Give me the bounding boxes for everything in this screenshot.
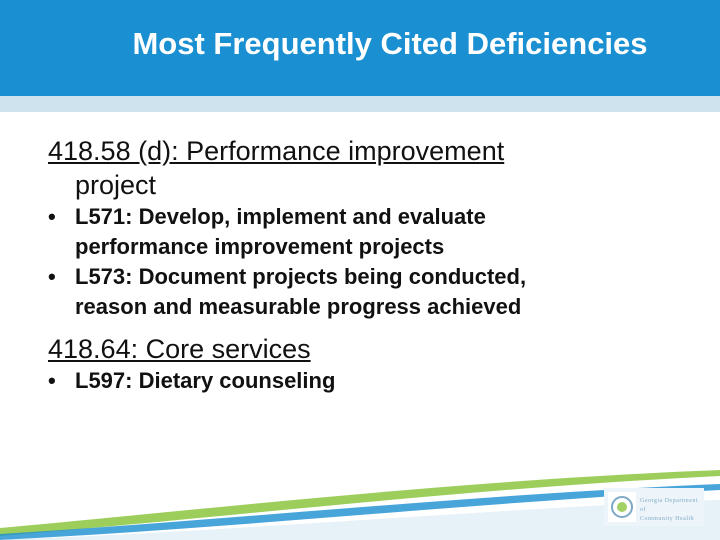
logo-mark-icon: [608, 492, 636, 522]
logo-text: Georgia Department of Community Health: [640, 498, 699, 522]
list-item: • L597: Dietary counseling: [48, 366, 688, 396]
title-bar-band: [0, 96, 720, 112]
section-heading-2: 418.64: Core services: [48, 334, 311, 364]
bullet-icon: •: [48, 368, 56, 393]
slide-body: 418.58 (d): Performance improvement proj…: [48, 134, 688, 396]
section-heading-1-line1: 418.58 (d): Performance improvement: [48, 136, 505, 166]
slide-title: Most Frequently Cited Deficiencies: [132, 26, 648, 61]
organization-logo: Georgia Department of Community Health: [604, 488, 704, 526]
list-item: • L573: Document projects being conducte…: [48, 264, 527, 319]
bullet-icon: •: [48, 264, 56, 289]
footer-swoosh: [0, 470, 720, 540]
section-heading-1: 418.58 (d): Performance improvement proj…: [48, 134, 688, 202]
list-item: • L571: Develop, implement and evaluate …: [48, 204, 486, 259]
section-2-bullet-list: • L597: Dietary counseling: [48, 366, 688, 396]
section-heading-1-line2: project: [75, 170, 157, 200]
title-bar: [0, 0, 720, 96]
bullet-icon: •: [48, 204, 56, 229]
section-1-bullet-list: • L571: Develop, implement and evaluate …: [48, 202, 688, 322]
